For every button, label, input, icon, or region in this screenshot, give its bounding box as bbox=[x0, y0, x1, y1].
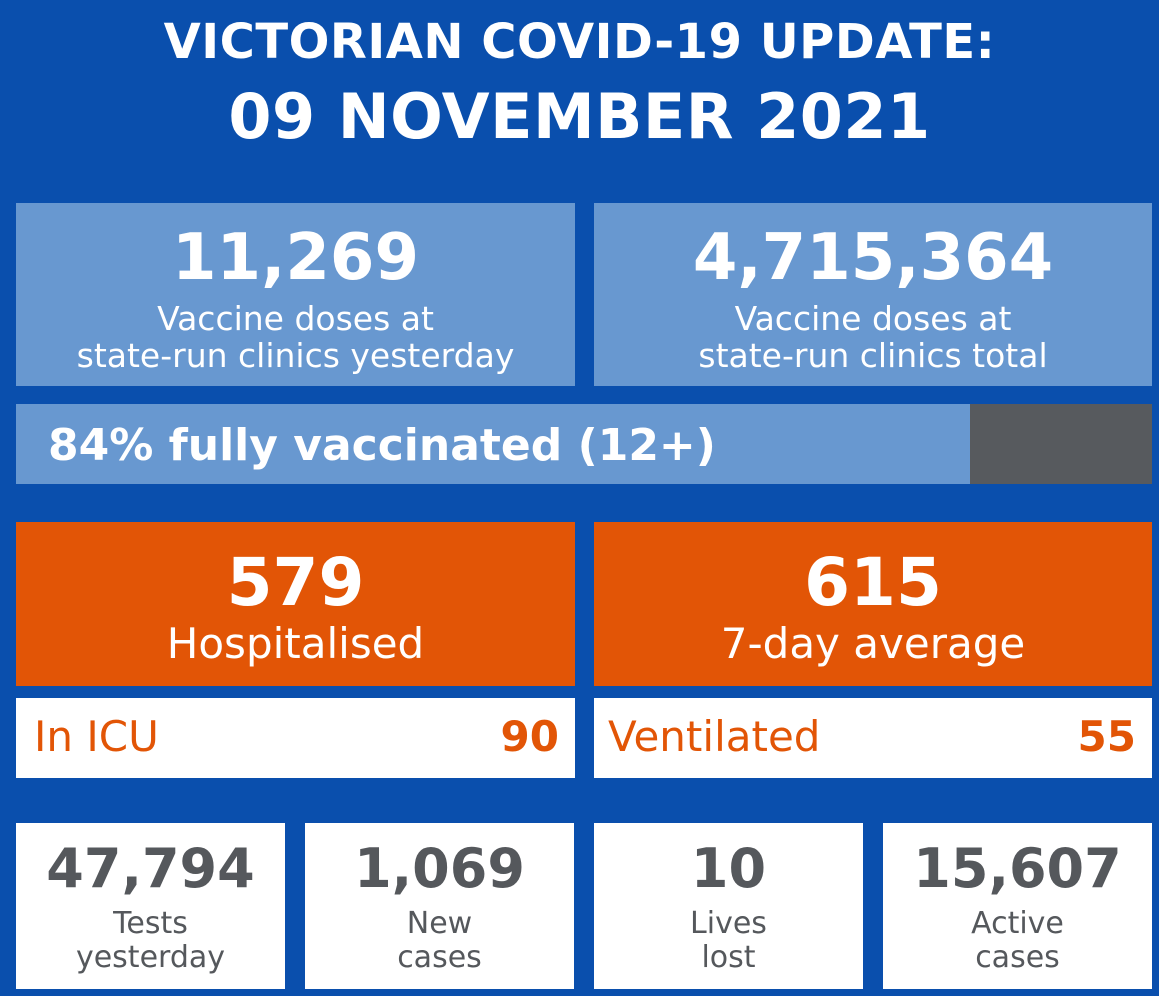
stat-tests-label-line1: Tests bbox=[113, 906, 188, 941]
stat-lives-lost-label-line1: Lives bbox=[690, 906, 767, 941]
hospitalised-label: Hospitalised bbox=[166, 619, 425, 668]
stat-box-tests: 47,794 Tests yesterday bbox=[16, 823, 285, 989]
stat-active-cases-label-line2: cases bbox=[975, 939, 1060, 975]
stat-new-cases-value: 1,069 bbox=[354, 837, 525, 900]
icu-label: In ICU bbox=[34, 712, 159, 761]
seven-day-average-panel: 615 7-day average bbox=[594, 522, 1152, 686]
vaccine-total-label-line2: state-run clinics total bbox=[698, 335, 1048, 375]
stat-tests-label: Tests yesterday bbox=[16, 907, 285, 974]
ventilated-row: Ventilated 55 bbox=[594, 698, 1152, 778]
stat-lives-lost-value: 10 bbox=[690, 837, 767, 900]
stat-new-cases-label-line2: cases bbox=[397, 939, 482, 975]
stat-box-new-cases: 1,069 New cases bbox=[305, 823, 574, 989]
stat-lives-lost-label: Lives lost bbox=[594, 907, 863, 974]
vaccination-progress-label: 84% fully vaccinated (12+) bbox=[48, 420, 716, 471]
stat-active-cases-label-line1: Active bbox=[971, 906, 1064, 941]
seven-day-average-label: 7-day average bbox=[720, 619, 1026, 668]
title-date: 09 NOVEMBER 2021 bbox=[228, 80, 931, 153]
ventilated-label: Ventilated bbox=[608, 712, 821, 761]
hospitalised-value: 579 bbox=[226, 544, 365, 621]
title-line-1: VICTORIAN COVID-19 UPDATE: bbox=[163, 14, 996, 70]
hospitalised-panel: 579 Hospitalised bbox=[16, 522, 575, 686]
stat-lives-lost-label-line2: lost bbox=[701, 939, 756, 975]
stat-active-cases-value: 15,607 bbox=[913, 837, 1122, 900]
vaccine-total-panel: 4,715,364 Vaccine doses at state-run cli… bbox=[594, 203, 1152, 386]
stat-box-active-cases: 15,607 Active cases bbox=[883, 823, 1152, 989]
vaccine-yesterday-panel: 11,269 Vaccine doses at state-run clinic… bbox=[16, 203, 575, 386]
vaccine-yesterday-label: Vaccine doses at state-run clinics yeste… bbox=[16, 299, 575, 375]
vaccination-progress-fill bbox=[16, 404, 971, 484]
seven-day-average-value: 615 bbox=[804, 544, 942, 621]
stat-active-cases-label: Active cases bbox=[883, 907, 1152, 974]
ventilated-value: 55 bbox=[1077, 712, 1136, 761]
icu-row: In ICU 90 bbox=[16, 698, 575, 778]
vaccine-yesterday-value: 11,269 bbox=[172, 221, 419, 295]
vaccine-yesterday-label-line1: Vaccine doses at bbox=[157, 299, 434, 338]
vaccine-total-value: 4,715,364 bbox=[692, 221, 1054, 295]
vaccination-progress-bar: 84% fully vaccinated (12+) bbox=[16, 404, 1152, 484]
stat-new-cases-label-line1: New bbox=[406, 906, 473, 941]
vaccine-total-label: Vaccine doses at state-run clinics total bbox=[594, 299, 1152, 375]
vaccine-total-label-line1: Vaccine doses at bbox=[734, 299, 1012, 338]
stat-tests-label-line2: yesterday bbox=[75, 939, 226, 975]
stat-box-lives-lost: 10 Lives lost bbox=[594, 823, 863, 989]
icu-value: 90 bbox=[500, 712, 559, 761]
vaccine-yesterday-label-line2: state-run clinics yesterday bbox=[76, 335, 515, 375]
stat-new-cases-label: New cases bbox=[305, 907, 574, 974]
stat-tests-value: 47,794 bbox=[46, 837, 255, 900]
